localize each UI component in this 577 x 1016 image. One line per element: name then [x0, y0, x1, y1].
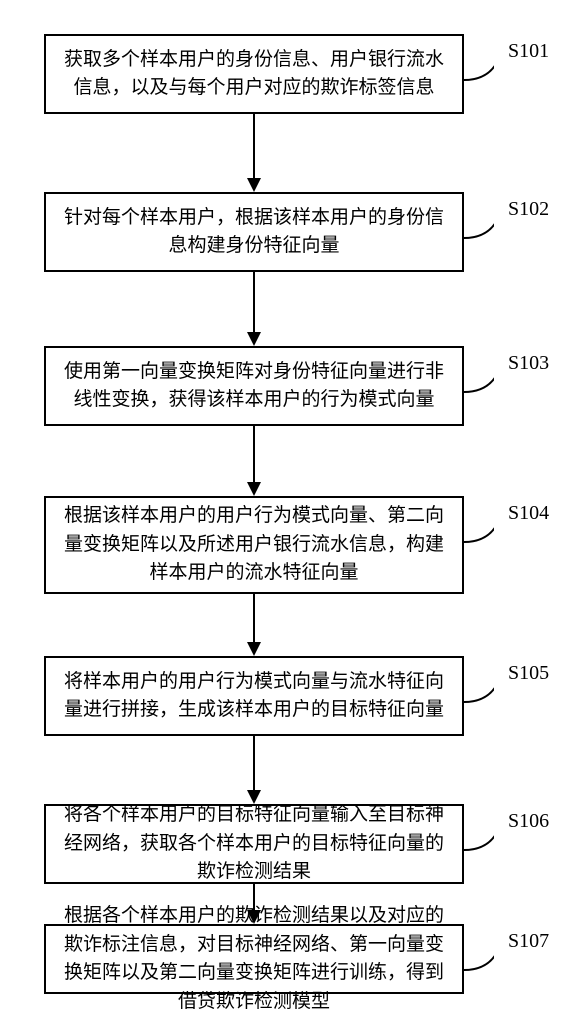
- step-label-s101: S101: [508, 40, 549, 63]
- flow-arrow-head: [247, 332, 261, 346]
- flow-node-text: 获取多个样本用户的身份信息、用户银行流水信息，以及与每个用户对应的欺诈标签信息: [60, 46, 448, 103]
- label-connector: [464, 674, 494, 710]
- flow-node-s102: 针对每个样本用户，根据该样本用户的身份信息构建身份特征向量: [44, 192, 464, 272]
- flow-arrow: [253, 884, 255, 910]
- flow-node-text: 针对每个样本用户，根据该样本用户的身份信息构建身份特征向量: [60, 204, 448, 261]
- step-label-s104: S104: [508, 502, 549, 525]
- flow-node-s104: 根据该样本用户的用户行为模式向量、第二向量变换矩阵以及所述用户银行流水信息，构建…: [44, 496, 464, 594]
- step-label-s106: S106: [508, 810, 549, 833]
- flow-arrow-head: [247, 910, 261, 924]
- step-label-s107: S107: [508, 930, 549, 953]
- flow-arrow-head: [247, 642, 261, 656]
- step-label-s105: S105: [508, 662, 549, 685]
- flow-arrow-head: [247, 790, 261, 804]
- flow-arrow: [253, 594, 255, 642]
- flow-arrow: [253, 114, 255, 178]
- label-connector: [464, 210, 494, 246]
- flow-arrow: [253, 426, 255, 482]
- flow-node-s101: 获取多个样本用户的身份信息、用户银行流水信息，以及与每个用户对应的欺诈标签信息: [44, 34, 464, 114]
- flow-node-s106: 将各个样本用户的目标特征向量输入至目标神经网络，获取各个样本用户的目标特征向量的…: [44, 804, 464, 884]
- flow-node-text: 使用第一向量变换矩阵对身份特征向量进行非线性变换，获得该样本用户的行为模式向量: [60, 358, 448, 415]
- step-label-s102: S102: [508, 198, 549, 221]
- step-label-s103: S103: [508, 352, 549, 375]
- flow-arrow-head: [247, 482, 261, 496]
- flow-node-s103: 使用第一向量变换矩阵对身份特征向量进行非线性变换，获得该样本用户的行为模式向量: [44, 346, 464, 426]
- label-connector: [464, 52, 494, 88]
- label-connector: [464, 364, 494, 400]
- flow-node-s107: 根据各个样本用户的欺诈检测结果以及对应的欺诈标注信息，对目标神经网络、第一向量变…: [44, 924, 464, 994]
- flow-node-s105: 将样本用户的用户行为模式向量与流水特征向量进行拼接，生成该样本用户的目标特征向量: [44, 656, 464, 736]
- flow-arrow-head: [247, 178, 261, 192]
- flow-arrow: [253, 736, 255, 790]
- label-connector: [464, 942, 494, 978]
- flow-node-text: 将各个样本用户的目标特征向量输入至目标神经网络，获取各个样本用户的目标特征向量的…: [60, 801, 448, 887]
- label-connector: [464, 822, 494, 858]
- flow-node-text: 将样本用户的用户行为模式向量与流水特征向量进行拼接，生成该样本用户的目标特征向量: [60, 668, 448, 725]
- flow-node-text: 根据该样本用户的用户行为模式向量、第二向量变换矩阵以及所述用户银行流水信息，构建…: [60, 502, 448, 588]
- flow-arrow: [253, 272, 255, 332]
- flowchart-canvas: 获取多个样本用户的身份信息、用户银行流水信息，以及与每个用户对应的欺诈标签信息 S…: [0, 0, 577, 1000]
- label-connector: [464, 514, 494, 550]
